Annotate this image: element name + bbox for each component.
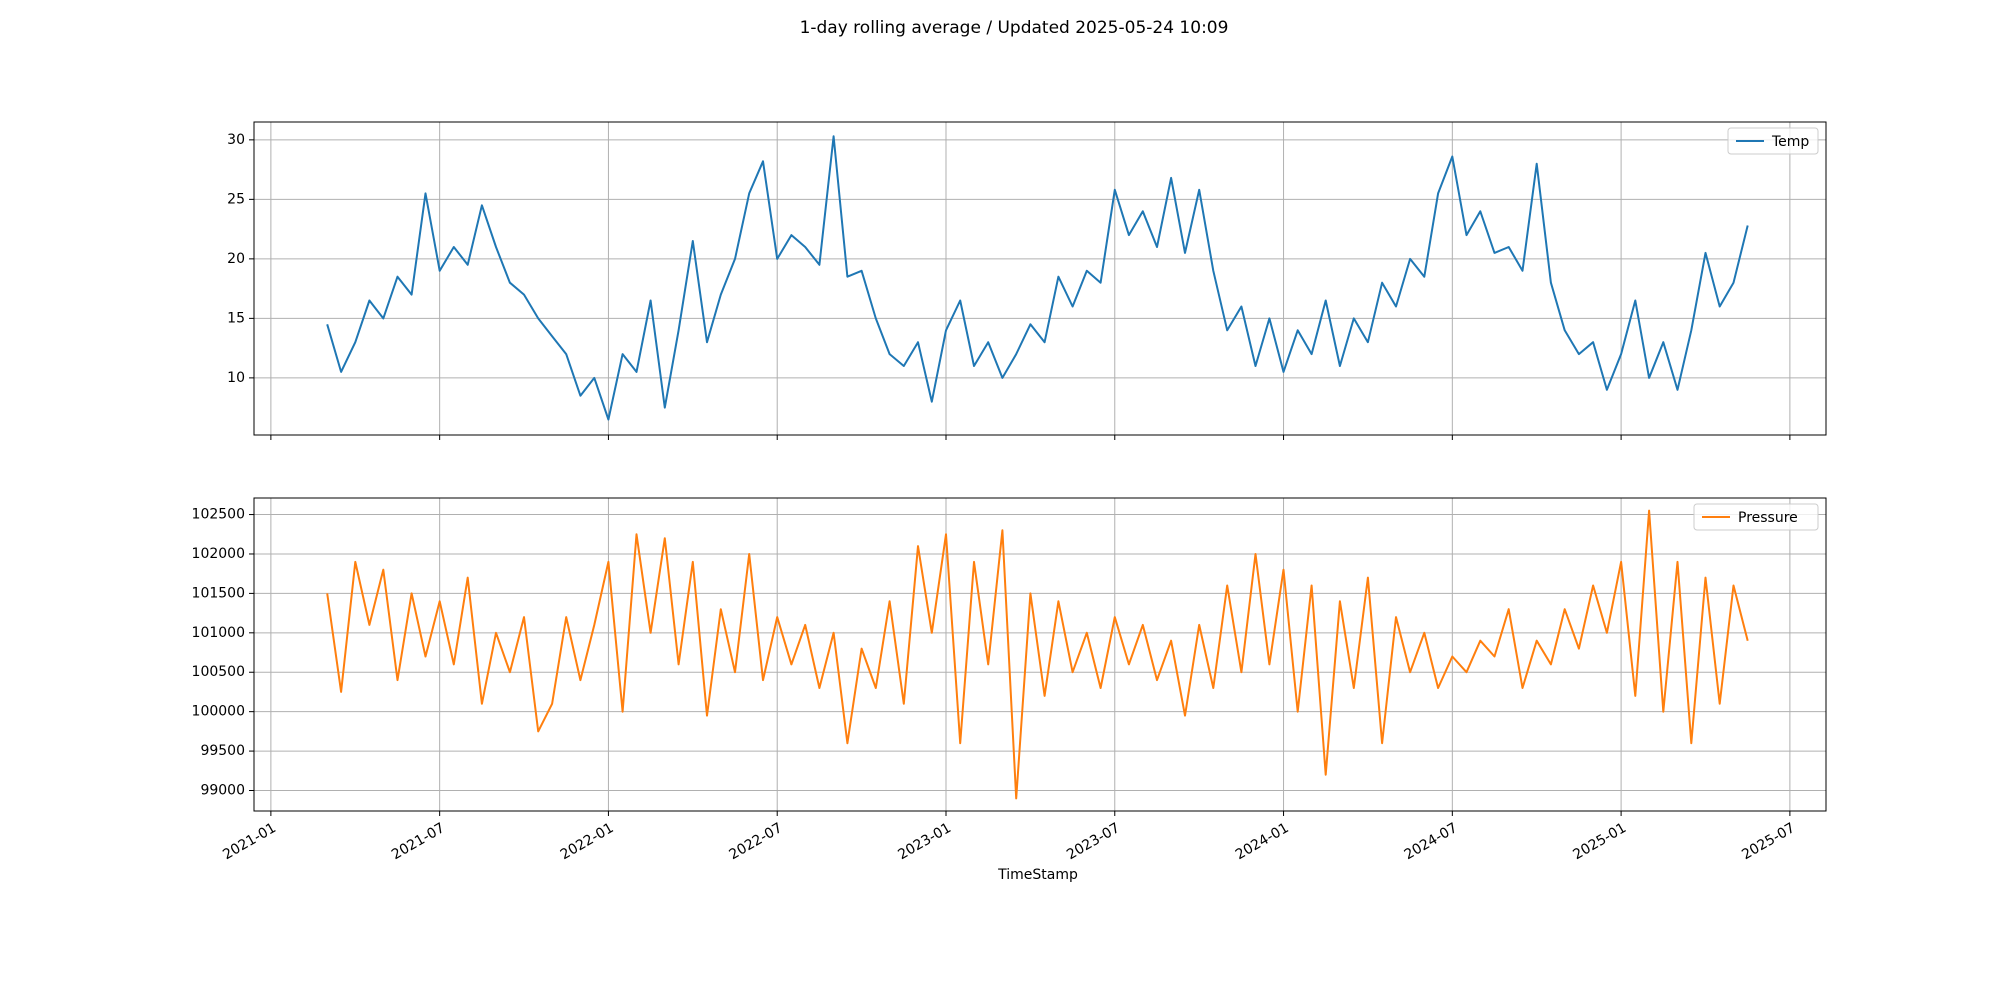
y-tick-label: 101000 [192, 625, 245, 641]
y-tick-label: 20 [227, 251, 245, 267]
legend-box [1727, 127, 1819, 155]
y-tick-label: 101500 [192, 585, 245, 601]
data-line [326, 135, 1749, 421]
y-tick-label: 25 [227, 191, 245, 207]
x-axis-label: TimeStamp [997, 867, 1078, 883]
figure-title: 1-day rolling average / Updated 2025-05-… [800, 18, 1229, 38]
legend-label: Temp [1771, 134, 1809, 150]
legend-box [1693, 503, 1819, 531]
axes-frame [253, 497, 1827, 812]
y-tick-label: 99000 [200, 783, 245, 799]
y-tick-label: 99500 [200, 743, 245, 759]
y-tick-label: 100500 [192, 664, 245, 680]
legend-label: Pressure [1738, 510, 1798, 526]
y-tick-label: 15 [227, 310, 245, 326]
y-tick-label: 102500 [192, 507, 245, 523]
axes-frame [253, 121, 1827, 436]
y-tick-label: 102000 [192, 546, 245, 562]
y-tick-label: 30 [227, 132, 245, 148]
y-tick-label: 10 [227, 370, 245, 386]
y-tick-label: 100000 [192, 704, 245, 720]
data-line [326, 509, 1749, 800]
